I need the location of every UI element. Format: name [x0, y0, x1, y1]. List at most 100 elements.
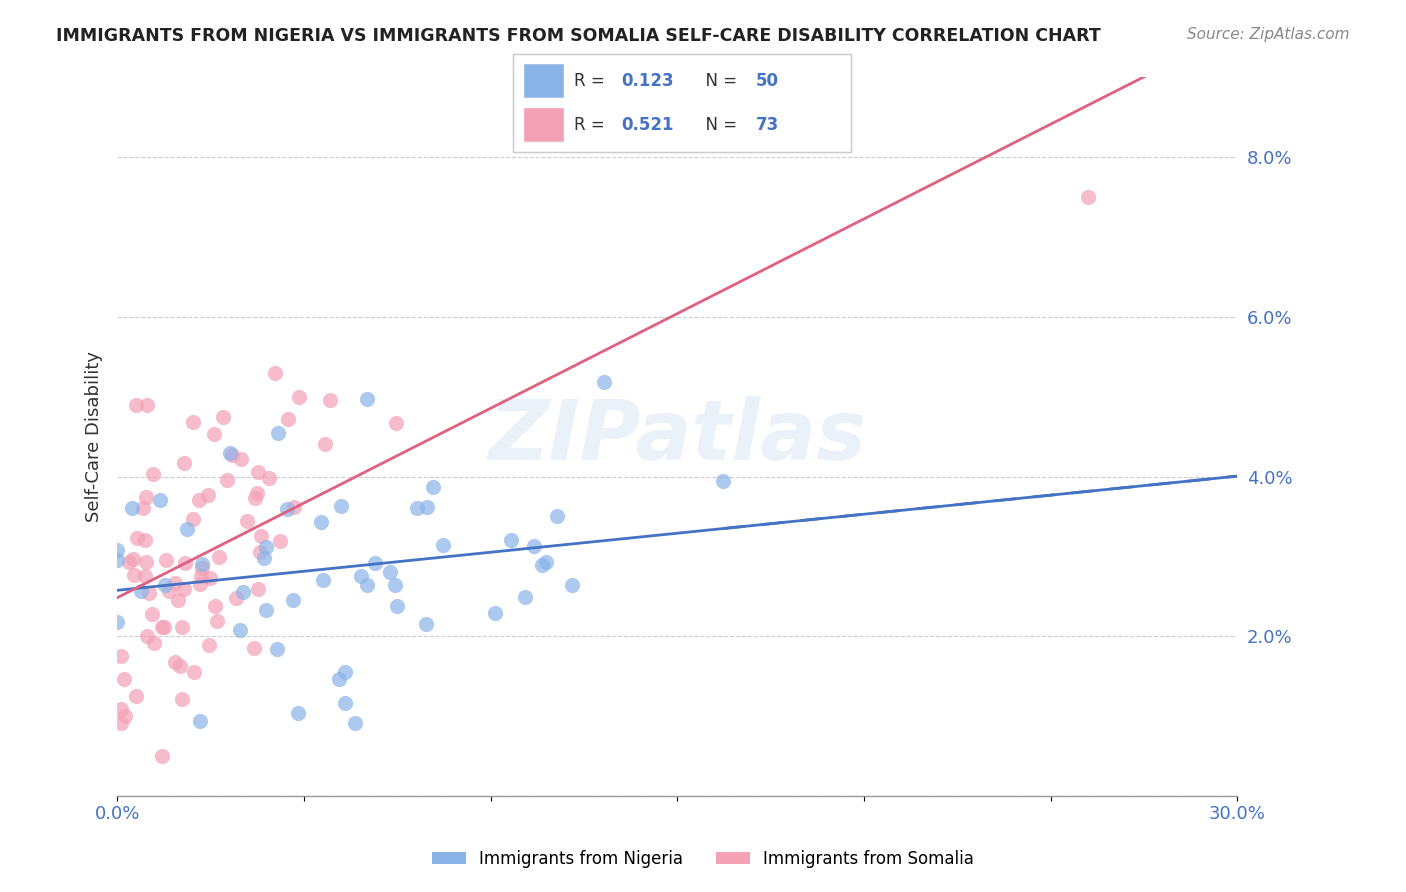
Immigrants from Nigeria [176, 522, 198, 536]
Immigrants from Somalia [110, 649, 132, 664]
Immigrants from Somalia [174, 557, 197, 571]
Immigrants from Somalia [183, 665, 205, 679]
Immigrants from Nigeria [276, 501, 298, 516]
Immigrants from Somalia [131, 501, 153, 516]
Immigrants from Somalia [170, 692, 193, 706]
Immigrants from Nigeria [484, 606, 506, 620]
Immigrants from Somalia [314, 436, 336, 450]
Immigrants from Nigeria [283, 592, 305, 607]
Text: 0.521: 0.521 [621, 116, 673, 134]
Text: N =: N = [696, 116, 742, 134]
Immigrants from Somalia [246, 582, 269, 596]
Immigrants from Nigeria [344, 715, 367, 730]
Immigrants from Somalia [163, 655, 186, 669]
Immigrants from Nigeria [350, 569, 373, 583]
Immigrants from Nigeria [188, 714, 211, 728]
Immigrants from Somalia [110, 716, 132, 731]
Immigrants from Nigeria [335, 665, 357, 680]
Immigrants from Somalia [259, 471, 281, 485]
Immigrants from Nigeria [432, 538, 454, 552]
Immigrants from Nigeria [105, 543, 128, 558]
Legend: Immigrants from Nigeria, Immigrants from Somalia: Immigrants from Nigeria, Immigrants from… [426, 844, 980, 875]
Immigrants from Nigeria [312, 574, 335, 588]
Immigrants from Nigeria [501, 533, 523, 547]
Text: R =: R = [574, 116, 610, 134]
Immigrants from Nigeria [364, 556, 387, 570]
Immigrants from Somalia [110, 702, 132, 716]
Immigrants from Nigeria [406, 501, 429, 516]
Immigrants from Nigeria [356, 392, 378, 407]
Immigrants from Somalia [122, 568, 145, 582]
Immigrants from Somalia [125, 398, 148, 412]
Immigrants from Nigeria [523, 539, 546, 553]
Immigrants from Somalia [221, 448, 243, 462]
Immigrants from Somalia [141, 607, 163, 622]
Immigrants from Nigeria [232, 585, 254, 599]
Immigrants from Somalia [187, 492, 209, 507]
Text: IMMIGRANTS FROM NIGERIA VS IMMIGRANTS FROM SOMALIA SELF-CARE DISABILITY CORRELAT: IMMIGRANTS FROM NIGERIA VS IMMIGRANTS FR… [56, 27, 1101, 45]
Immigrants from Nigeria [219, 446, 242, 460]
Immigrants from Somalia [202, 427, 225, 442]
Immigrants from Nigeria [356, 578, 378, 592]
Text: ZIPatlas: ZIPatlas [488, 396, 866, 477]
Immigrants from Somalia [198, 638, 221, 652]
Immigrants from Nigeria [422, 481, 444, 495]
Immigrants from Somalia [243, 641, 266, 656]
Immigrants from Somalia [269, 534, 291, 549]
Immigrants from Nigeria [387, 599, 409, 613]
Immigrants from Somalia [157, 584, 180, 599]
FancyBboxPatch shape [523, 108, 564, 142]
Immigrants from Somalia [229, 451, 252, 466]
Immigrants from Somalia [215, 473, 238, 487]
Immigrants from Somalia [135, 490, 157, 504]
Immigrants from Nigeria [513, 591, 536, 605]
Immigrants from Somalia [163, 575, 186, 590]
Immigrants from Somalia [173, 456, 195, 470]
Immigrants from Nigeria [121, 500, 143, 515]
Immigrants from Somalia [173, 582, 195, 597]
Immigrants from Somalia [188, 576, 211, 591]
Immigrants from Somalia [118, 555, 141, 569]
Immigrants from Somalia [1077, 190, 1099, 204]
Immigrants from Somalia [288, 390, 311, 404]
Immigrants from Nigeria [546, 508, 568, 523]
Immigrants from Somalia [181, 512, 204, 526]
Immigrants from Nigeria [254, 540, 277, 554]
Immigrants from Somalia [249, 545, 271, 559]
Immigrants from Somalia [208, 549, 231, 564]
Immigrants from Nigeria [105, 615, 128, 629]
Immigrants from Nigeria [415, 616, 437, 631]
Immigrants from Somalia [277, 412, 299, 426]
Immigrants from Somalia [138, 586, 160, 600]
Immigrants from Somalia [264, 366, 287, 380]
Immigrants from Nigeria [329, 499, 352, 513]
Immigrants from Somalia [169, 659, 191, 673]
Immigrants from Somalia [136, 398, 159, 412]
Immigrants from Somalia [283, 500, 305, 514]
Immigrants from Somalia [190, 569, 212, 583]
Immigrants from Somalia [122, 552, 145, 566]
Immigrants from Somalia [150, 748, 173, 763]
Immigrants from Somalia [112, 672, 135, 686]
Immigrants from Nigeria [229, 624, 252, 638]
Immigrants from Nigeria [153, 578, 176, 592]
Immigrants from Somalia [319, 392, 342, 407]
Immigrants from Somalia [135, 555, 157, 569]
Immigrants from Nigeria [149, 493, 172, 508]
Immigrants from Nigeria [252, 551, 274, 566]
Immigrants from Nigeria [266, 642, 288, 657]
Immigrants from Nigeria [384, 578, 406, 592]
Immigrants from Nigeria [711, 474, 734, 488]
Immigrants from Somalia [250, 528, 273, 542]
Immigrants from Nigeria [129, 583, 152, 598]
Immigrants from Somalia [181, 415, 204, 429]
Immigrants from Somalia [243, 491, 266, 506]
Text: 0.123: 0.123 [621, 72, 673, 90]
Immigrants from Somalia [197, 488, 219, 502]
Immigrants from Nigeria [416, 500, 439, 514]
Immigrants from Somalia [200, 571, 222, 585]
Text: N =: N = [696, 72, 742, 90]
Immigrants from Somalia [142, 467, 165, 482]
Immigrants from Somalia [114, 709, 136, 723]
FancyBboxPatch shape [523, 63, 564, 98]
